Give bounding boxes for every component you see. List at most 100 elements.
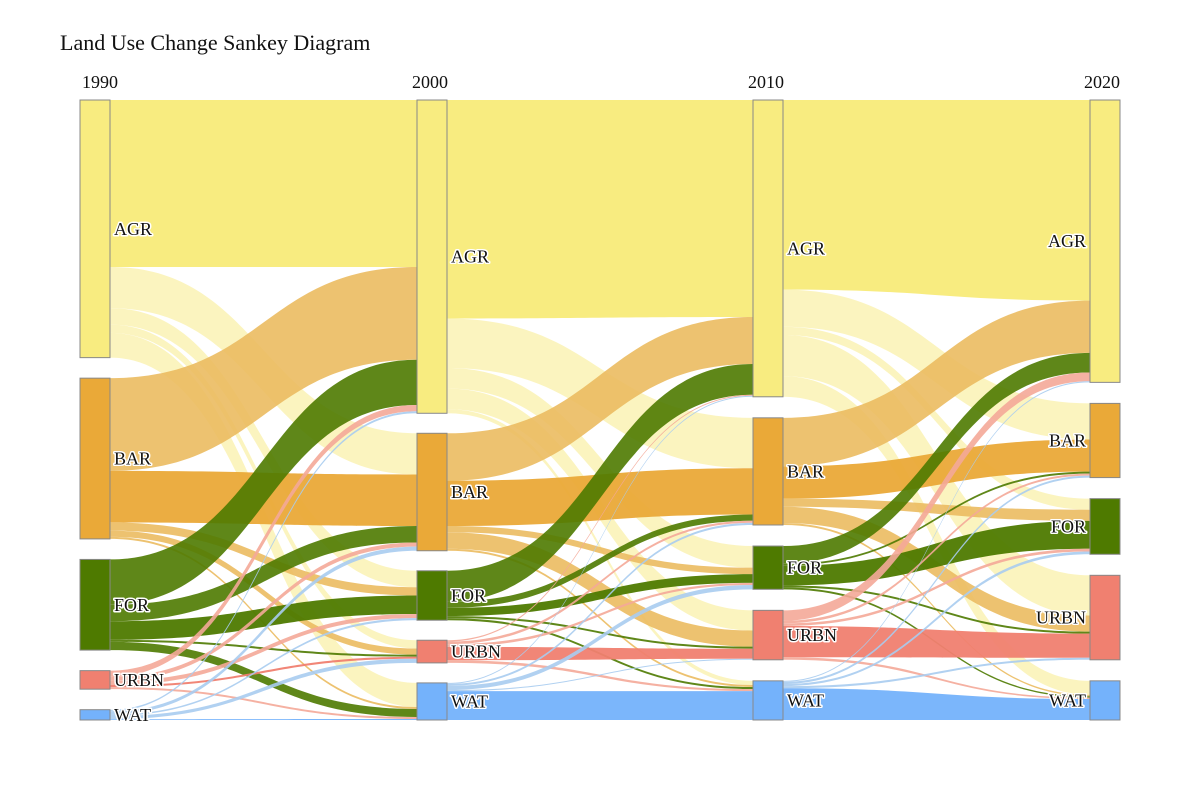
flow-for-agr-2010-2020 xyxy=(783,352,1090,564)
label-bar-2020: BAR xyxy=(1049,430,1086,450)
flow-wat-agr-2010-2020 xyxy=(783,381,1090,682)
class-nodes xyxy=(79,99,1121,721)
flow-bar-for-2000-2010 xyxy=(447,526,753,575)
flow-for-wat-1990-2000 xyxy=(110,641,417,717)
node-bar-2000 xyxy=(416,432,448,552)
year-label-2000: 2000 xyxy=(412,72,448,92)
flow-wat-urbn-2000-2010 xyxy=(447,658,753,692)
flow-agr-wat-2010-2020 xyxy=(783,376,1090,695)
node-for-1990 xyxy=(79,558,111,651)
node-for-2010 xyxy=(752,545,784,590)
flow-bar-urbn-1990-2000 xyxy=(110,530,417,655)
flow-bar-urbn-2000-2010 xyxy=(447,532,753,647)
flow-wat-bar-1990-2000 xyxy=(110,546,417,715)
flow-urbn-agr-2010-2020 xyxy=(783,372,1090,621)
label-for-2010: FOR xyxy=(787,558,822,578)
year-label-2010: 2010 xyxy=(748,72,784,92)
label-wat-2020: WAT xyxy=(1049,690,1086,710)
year-label-1990: 1990 xyxy=(82,72,118,92)
flow-wat-wat-2000-2010 xyxy=(447,691,753,720)
flow-urbn-wat-2000-2010 xyxy=(447,660,753,692)
flow-wat-urbn-2010-2020 xyxy=(783,657,1090,689)
flow-agr-for-2010-2020 xyxy=(783,326,1090,510)
node-bar-1990 xyxy=(79,377,111,540)
flow-bar-bar-2010-2020 xyxy=(783,439,1090,499)
label-urbn-2020: URBN xyxy=(1036,608,1086,628)
flow-bar-wat-2000-2010 xyxy=(447,548,753,688)
flow-agr-agr-1990-2000 xyxy=(110,100,417,267)
label-for-2000: FOR xyxy=(451,585,486,605)
label-agr-2000: AGR xyxy=(451,247,489,267)
flow-wat-agr-1990-2000 xyxy=(110,411,417,712)
flow-for-urbn-2010-2020 xyxy=(783,585,1090,634)
flow-bar-for-2010-2020 xyxy=(783,498,1090,521)
label-for-1990: FOR xyxy=(114,595,149,615)
node-agr-2010 xyxy=(752,99,784,398)
node-for-2020 xyxy=(1089,498,1121,555)
label-urbn-2000: URBN xyxy=(451,642,501,662)
flow-urbn-wat-2010-2020 xyxy=(783,657,1090,700)
node-urbn-2010 xyxy=(752,609,784,661)
flow-wat-for-2000-2010 xyxy=(447,584,753,691)
label-urbn-1990: URBN xyxy=(114,670,164,690)
flow-agr-agr-2010-2020 xyxy=(783,100,1090,301)
flow-urbn-bar-2000-2010 xyxy=(447,520,753,645)
label-agr-1990: AGR xyxy=(114,219,152,239)
flow-urbn-for-1990-2000 xyxy=(110,614,417,686)
label-agr-2010: AGR xyxy=(787,238,825,258)
year-labels: 1990 2000 2010 2020 xyxy=(82,72,1120,92)
node-urbn-1990 xyxy=(79,670,111,690)
node-bar-2010 xyxy=(752,417,784,526)
flow-for-agr-1990-2000 xyxy=(110,359,417,605)
flow-wat-wat-1990-2000 xyxy=(110,718,417,720)
flow-urbn-agr-2000-2010 xyxy=(447,394,753,642)
flow-wat-agr-2000-2010 xyxy=(447,395,753,684)
flow-for-bar-1990-2000 xyxy=(110,526,417,622)
flow-links xyxy=(110,100,1090,720)
flow-bar-urbn-2010-2020 xyxy=(783,506,1090,632)
flow-urbn-for-2000-2010 xyxy=(447,582,753,647)
flow-wat-bar-2000-2010 xyxy=(447,522,753,686)
flow-for-urbn-2000-2010 xyxy=(447,616,753,649)
flow-urbn-bar-1990-2000 xyxy=(110,542,417,681)
flow-wat-bar-2010-2020 xyxy=(783,475,1090,685)
flow-bar-agr-2010-2020 xyxy=(783,300,1090,467)
label-wat-2000: WAT xyxy=(451,691,488,711)
flow-for-for-2000-2010 xyxy=(447,574,753,617)
label-wat-2010: WAT xyxy=(787,690,824,710)
node-urbn-2020 xyxy=(1089,574,1121,661)
flow-urbn-for-2010-2020 xyxy=(783,548,1090,626)
flow-urbn-bar-2010-2020 xyxy=(783,473,1090,624)
label-for-2020: FOR xyxy=(1051,516,1086,536)
flow-agr-agr-2000-2010 xyxy=(447,100,753,319)
flow-wat-for-2010-2020 xyxy=(783,551,1090,687)
node-wat-2010 xyxy=(752,680,784,721)
flow-urbn-agr-1990-2000 xyxy=(110,405,417,677)
node-agr-1990 xyxy=(79,99,111,359)
year-label-2020: 2020 xyxy=(1084,72,1120,92)
flow-bar-for-1990-2000 xyxy=(110,522,417,596)
flow-agr-for-1990-2000 xyxy=(110,308,417,588)
flow-urbn-urbn-2000-2010 xyxy=(447,646,753,661)
chart-title: Land Use Change Sankey Diagram xyxy=(60,30,370,55)
node-wat-2000 xyxy=(416,682,448,721)
flow-for-for-1990-2000 xyxy=(110,595,417,640)
label-bar-2000: BAR xyxy=(451,482,488,502)
node-agr-2000 xyxy=(416,99,448,414)
flow-for-bar-2000-2010 xyxy=(447,514,753,608)
label-bar-2010: BAR xyxy=(787,461,824,481)
flow-urbn-wat-1990-2000 xyxy=(110,687,417,719)
node-wat-1990 xyxy=(79,709,111,721)
label-urbn-2010: URBN xyxy=(787,625,837,645)
flow-for-for-2010-2020 xyxy=(783,520,1090,586)
label-wat-1990: WAT xyxy=(114,705,151,725)
label-bar-1990: BAR xyxy=(114,449,151,469)
node-urbn-2000 xyxy=(416,639,448,664)
flow-for-bar-2010-2020 xyxy=(783,471,1090,566)
node-bar-2020 xyxy=(1089,402,1121,479)
label-agr-2020: AGR xyxy=(1048,231,1086,251)
node-agr-2020 xyxy=(1089,99,1121,383)
flow-bar-agr-1990-2000 xyxy=(110,266,417,471)
node-labels: AGR BAR FOR URBN WAT AGR BAR FOR URBN WAT AGR BAR FO… xyxy=(113,217,1088,726)
